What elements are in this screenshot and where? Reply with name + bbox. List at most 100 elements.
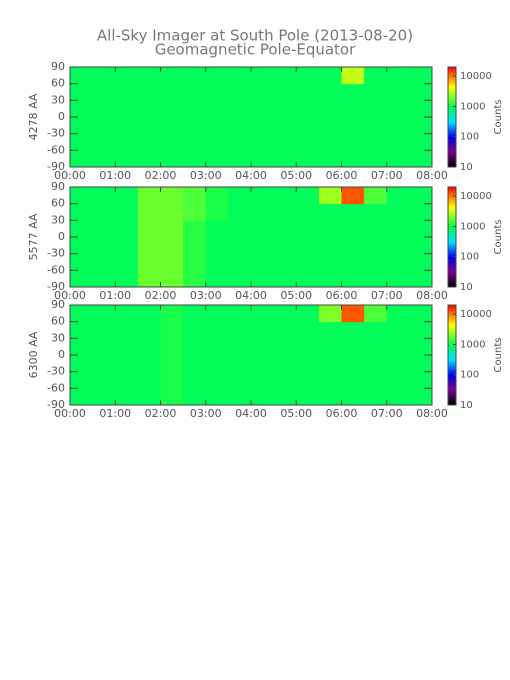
- heat-cell: [341, 220, 365, 238]
- colorbar-tick-label: 1000: [460, 101, 485, 112]
- heat-cell: [183, 187, 207, 205]
- heat-cell: [92, 203, 116, 221]
- heat-cell: [251, 371, 275, 389]
- heat-cell: [386, 220, 410, 238]
- heat-cell: [409, 321, 433, 339]
- heat-cell: [115, 355, 139, 373]
- heat-cell: [70, 388, 94, 406]
- heat-cell: [92, 117, 116, 135]
- colorbar-tick-label: 100: [460, 370, 479, 381]
- heat-cell: [92, 371, 116, 389]
- heat-cell: [409, 220, 433, 238]
- heat-cell: [137, 388, 161, 406]
- x-tick-label: 07:00: [371, 407, 403, 420]
- heat-cell: [115, 305, 139, 323]
- heat-cell: [251, 203, 275, 221]
- y-tick-label: -90: [47, 398, 65, 411]
- heat-cell: [228, 253, 252, 271]
- chart-title: All-Sky Imager at South Pole (2013-08-20…: [97, 27, 413, 45]
- heat-cell: [137, 150, 161, 168]
- colorbar-tick-label: 10000: [460, 191, 492, 202]
- heat-cell: [137, 203, 161, 221]
- heat-cell: [409, 150, 433, 168]
- heat-cell: [160, 305, 184, 323]
- heat-cell: [115, 237, 139, 255]
- x-tick-label: 05:00: [280, 407, 312, 420]
- heat-cell: [341, 371, 365, 389]
- x-tick-label: 06:00: [326, 407, 358, 420]
- heat-cell: [160, 371, 184, 389]
- heat-cell: [228, 388, 252, 406]
- heat-cell: [251, 237, 275, 255]
- x-tick-label: 03:00: [190, 289, 222, 302]
- heat-cell: [273, 338, 297, 356]
- heat-cell: [318, 150, 342, 168]
- y-tick-label: 0: [58, 110, 65, 123]
- heat-cell: [160, 150, 184, 168]
- heat-cell: [205, 100, 229, 118]
- y-tick-label: 90: [51, 60, 65, 73]
- heat-cell: [115, 150, 139, 168]
- y-tick-label: -60: [47, 143, 65, 156]
- heat-cell: [409, 83, 433, 101]
- y-tick-label: -30: [47, 247, 65, 260]
- heat-cell: [228, 133, 252, 151]
- heat-cell: [318, 237, 342, 255]
- y-axis-label: 5577 AA: [27, 213, 40, 260]
- y-tick-label: 30: [51, 331, 65, 344]
- heat-cell: [409, 270, 433, 288]
- heat-cell: [70, 305, 94, 323]
- heat-cell: [183, 270, 207, 288]
- heat-cell: [160, 100, 184, 118]
- heat-cell: [364, 187, 388, 205]
- heat-cell: [137, 321, 161, 339]
- heat-cell: [115, 83, 139, 101]
- heat-cell: [273, 220, 297, 238]
- heat-cell: [273, 237, 297, 255]
- heat-cell: [251, 321, 275, 339]
- heat-cell: [273, 100, 297, 118]
- heat-cell: [296, 270, 320, 288]
- y-tick-label: 30: [51, 93, 65, 106]
- heat-cell: [160, 83, 184, 101]
- heat-cell: [183, 338, 207, 356]
- heat-cell: [318, 321, 342, 339]
- x-tick-label: 02:00: [145, 407, 177, 420]
- heat-cell: [341, 270, 365, 288]
- heat-cell: [137, 237, 161, 255]
- heat-cell: [183, 203, 207, 221]
- heat-cell: [115, 100, 139, 118]
- heat-cell: [341, 83, 365, 101]
- x-tick-label: 03:00: [190, 169, 222, 182]
- y-tick-label: -30: [47, 365, 65, 378]
- heat-cell: [409, 133, 433, 151]
- heat-cell: [183, 355, 207, 373]
- heat-cell: [137, 133, 161, 151]
- heat-cell: [137, 67, 161, 85]
- heat-cell: [183, 83, 207, 101]
- heat-cell: [364, 83, 388, 101]
- heat-cell: [137, 253, 161, 271]
- heat-cell: [409, 187, 433, 205]
- heat-cell: [296, 371, 320, 389]
- heat-cell: [386, 253, 410, 271]
- heat-cell: [183, 100, 207, 118]
- heat-cell: [273, 67, 297, 85]
- heat-cell: [205, 305, 229, 323]
- heat-cell: [160, 67, 184, 85]
- y-tick-label: 60: [51, 315, 65, 328]
- y-axis-label: 6300 AA: [27, 331, 40, 378]
- heat-cell: [70, 100, 94, 118]
- colorbar: [447, 186, 457, 288]
- colorbar-tick-label: 100: [460, 132, 479, 143]
- heat-cell: [318, 220, 342, 238]
- x-tick-label: 04:00: [235, 169, 267, 182]
- heat-cell: [409, 338, 433, 356]
- heat-cell: [341, 133, 365, 151]
- heat-cell: [318, 305, 342, 323]
- y-tick-label: 30: [51, 213, 65, 226]
- heat-cell: [251, 220, 275, 238]
- colorbar-tick-label: 10: [460, 282, 473, 293]
- heat-cell: [318, 388, 342, 406]
- heat-cell: [386, 338, 410, 356]
